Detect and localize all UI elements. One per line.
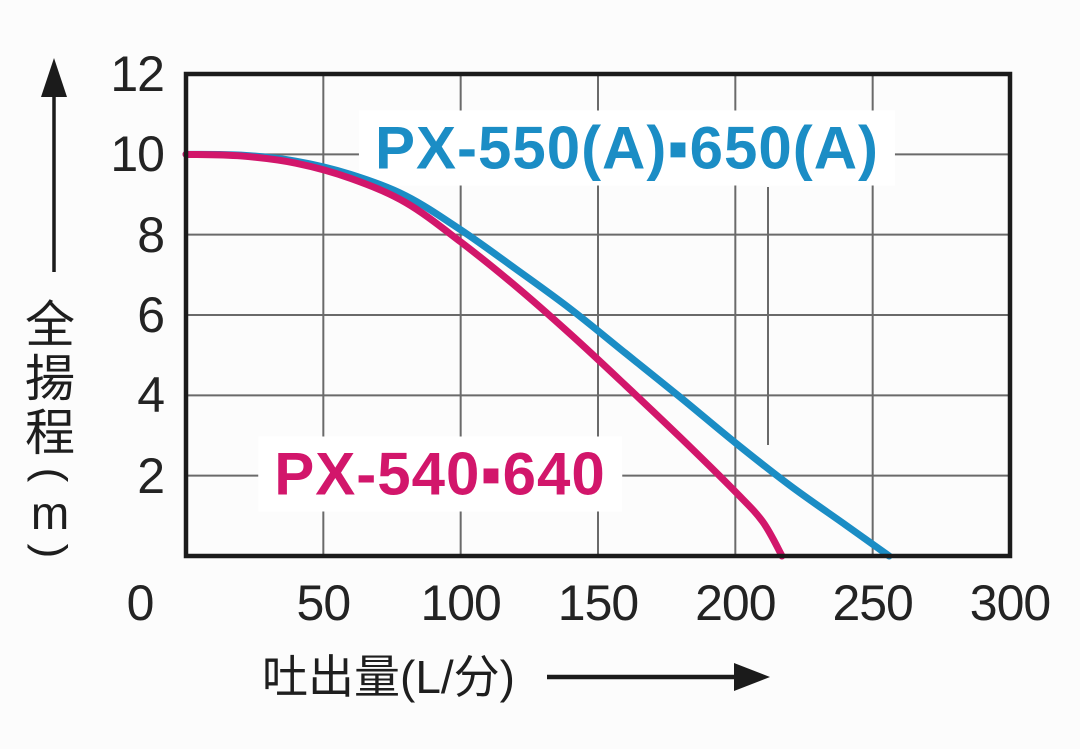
y-axis-title-char: 全	[25, 297, 75, 353]
x-tick-label: 200	[695, 575, 776, 631]
series-label-px540-640: PX-540▪640	[258, 436, 622, 512]
y-axis-title-char: m	[30, 487, 70, 539]
y-tick-label: 6	[137, 287, 165, 343]
y-tick-label: 12	[110, 46, 165, 102]
x-tick-label: 250	[832, 575, 913, 631]
y-axis-title-char: 程	[25, 405, 75, 461]
x-axis-title: 吐出量(L/分)	[262, 651, 515, 703]
x-tick-label: 300	[969, 575, 1051, 631]
y-axis-title-char: 揚	[25, 351, 75, 407]
y-tick-label: 10	[110, 126, 165, 183]
y-tick-label: 8	[137, 206, 165, 263]
x-axis-arrow-icon	[547, 663, 770, 691]
y-axis-arrow-icon	[41, 58, 67, 272]
series-label-px550a-650a: PX-550(A)▪650(A)	[358, 110, 896, 186]
x-tick-label: 150	[557, 575, 639, 631]
y-tick-label: 4	[137, 367, 165, 424]
y-axis-title: 全揚程(m)	[18, 298, 82, 566]
x-tick-label: 50	[296, 575, 352, 631]
y-tick-label: 2	[137, 447, 165, 504]
x-tick-label: 100	[420, 575, 501, 631]
x-tick-label: 0	[126, 575, 155, 631]
